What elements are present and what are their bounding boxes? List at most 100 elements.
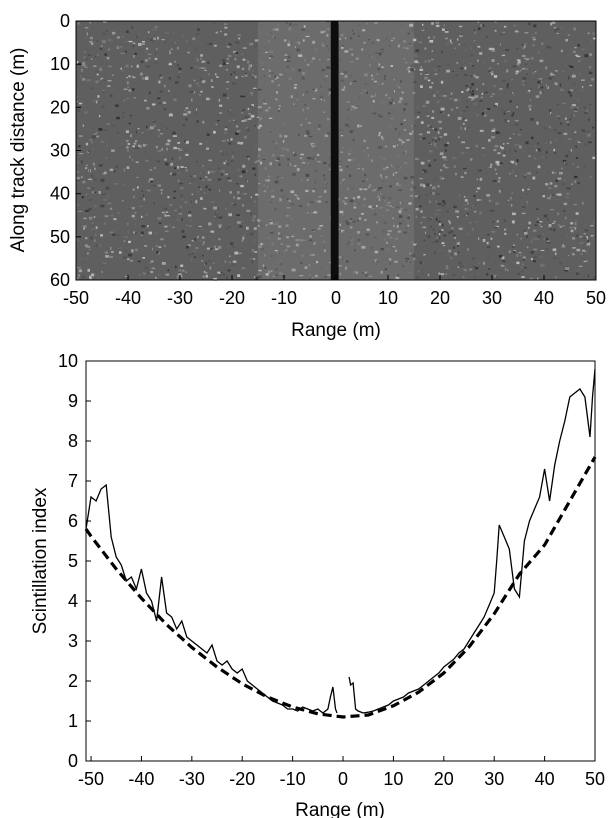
sonar-speckle (504, 151, 507, 154)
sonar-speckle (126, 150, 129, 153)
sonar-speckle (542, 233, 545, 235)
sonar-speckle (586, 236, 589, 240)
sonar-speckle (481, 92, 484, 95)
sonar-speckle (197, 164, 201, 167)
sonar-speckle (444, 144, 448, 147)
sonar-speckle (547, 170, 549, 173)
sonar-speckle (524, 231, 528, 235)
sonar-speckle (229, 57, 234, 61)
sonar-speckle (435, 140, 437, 142)
sonar-speckle (157, 36, 159, 40)
sonar-speckle (367, 154, 369, 157)
sonar-speckle (580, 88, 584, 92)
sonar-speckle (378, 52, 382, 56)
sonar-speckle (314, 170, 318, 173)
sonar-speckle (91, 100, 96, 103)
sonar-speckle (313, 211, 318, 214)
sonar-speckle (339, 160, 342, 162)
sonar-speckle (288, 200, 291, 202)
sonar-speckle (218, 224, 222, 227)
sonar-speckle (230, 242, 234, 245)
sonar-speckle (93, 65, 97, 67)
sonar-speckle (558, 224, 561, 227)
sonar-speckle (235, 132, 239, 135)
sonar-speckle (468, 224, 471, 226)
sonar-speckle (553, 74, 556, 76)
sonar-speckle (275, 268, 278, 270)
sonar-speckle (567, 91, 572, 94)
sonar-speckle (177, 76, 180, 79)
sonar-speckle (289, 26, 291, 29)
sonar-speckle (225, 208, 227, 210)
sonar-speckle (404, 162, 407, 164)
sonar-speckle (125, 77, 128, 79)
sonar-speckle (96, 40, 99, 42)
sonar-speckle (339, 181, 342, 185)
sonar-speckle (537, 237, 539, 241)
sonar-speckle (564, 117, 567, 120)
sonar-speckle (501, 54, 506, 57)
sonar-speckle (467, 126, 472, 128)
sonar-speckle (464, 207, 468, 211)
sonar-speckle (132, 142, 135, 145)
sonar-speckle (247, 107, 250, 111)
sonar-speckle (476, 178, 478, 180)
sonar-speckle (186, 246, 189, 249)
sonar-speckle (503, 110, 506, 112)
sonar-speckle (224, 268, 229, 271)
sonar-speckle (590, 40, 593, 43)
sonar-speckle (554, 29, 557, 32)
sonar-speckle (371, 55, 373, 58)
sonar-speckle (272, 154, 275, 157)
sonar-speckle (137, 186, 139, 189)
sonar-speckle (574, 108, 577, 110)
sonar-speckle (253, 200, 257, 204)
sonar-speckle (568, 76, 570, 80)
sonar-speckle (502, 259, 506, 263)
sonar-speckle (439, 233, 441, 236)
sonar-speckle (520, 222, 523, 226)
sonar-speckle (488, 47, 493, 51)
sonar-speckle (300, 153, 304, 156)
sonar-speckle (563, 132, 568, 135)
sonar-speckle (384, 200, 386, 202)
sonar-speckle (507, 145, 511, 148)
bottom-y-axis-label: Scintillation index (30, 487, 51, 634)
sonar-speckle (505, 49, 510, 51)
sonar-speckle (519, 69, 522, 72)
sonar-speckle (89, 275, 92, 279)
sonar-speckle (127, 230, 129, 234)
sonar-speckle (591, 32, 596, 35)
sonar-speckle (351, 105, 355, 108)
sonar-speckle (452, 234, 456, 236)
sonar-speckle (460, 176, 464, 178)
sonar-speckle (502, 80, 506, 82)
sonar-speckle (228, 226, 230, 228)
sonar-speckle (358, 124, 361, 127)
sonar-speckle (433, 94, 436, 97)
sonar-speckle (543, 127, 547, 129)
sonar-speckle (89, 22, 91, 24)
sonar-speckle (219, 225, 221, 228)
sonar-speckle (206, 140, 209, 143)
bottom-x-tick-label: -50 (78, 769, 104, 789)
sonar-speckle (527, 172, 532, 175)
sonar-speckle (492, 47, 495, 51)
sonar-speckle (570, 229, 574, 233)
sonar-speckle (253, 204, 255, 208)
sonar-speckle (537, 80, 541, 84)
sonar-speckle (240, 142, 244, 144)
sonar-image-panel: -50 -40 -30 -20 -10 0 10 20 30 40 50 0102030405060… (8, 11, 606, 341)
sonar-speckle (530, 118, 534, 121)
sonar-speckle (152, 28, 157, 31)
sonar-speckle (187, 110, 191, 114)
sonar-speckle (91, 141, 93, 144)
sonar-speckle (151, 88, 155, 91)
sonar-speckle (203, 270, 206, 273)
sonar-speckle (445, 273, 448, 275)
sonar-speckle (237, 274, 241, 277)
sonar-speckle (521, 54, 526, 57)
sonar-speckle (195, 108, 198, 111)
sonar-speckle (582, 201, 584, 205)
sonar-speckle (523, 230, 527, 232)
